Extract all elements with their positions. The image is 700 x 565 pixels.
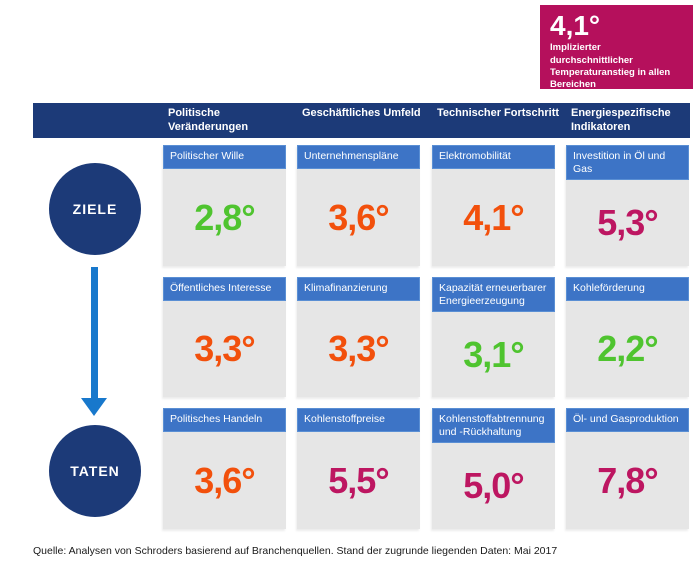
average-temperature-value: 4,1° xyxy=(550,10,601,41)
indicator-label: Unternehmenspläne xyxy=(297,145,420,169)
indicator-label: Öffentliches Interesse xyxy=(163,277,286,301)
temperature-value: 2,8° xyxy=(194,196,255,238)
ziele-label: ZIELE xyxy=(72,201,118,217)
average-temperature-caption: Implizierter durchschnittlicher Temperat… xyxy=(550,42,671,91)
temperature-value: 5,0° xyxy=(463,465,524,507)
indicator-label: Investition in Öl und Gas xyxy=(566,145,689,181)
indicator-card-kohlefoerderung: Kohleförderung 2,2° xyxy=(566,277,689,397)
source-note: Quelle: Analysen von Schroders basierend… xyxy=(33,545,558,557)
temperature-value: 3,3° xyxy=(328,328,389,369)
indicator-label: Klimafinanzierung xyxy=(297,277,420,301)
taten-circle: TATEN xyxy=(49,425,141,517)
temperature-value: 3,6° xyxy=(194,459,255,501)
indicator-label: Kohlenstoffabtrennung und -Rückhaltung xyxy=(432,408,555,444)
temperature-value: 2,2° xyxy=(597,328,658,369)
flow-arrow-head-icon xyxy=(81,398,107,416)
indicator-card-politisches-handeln: Politisches Handeln 3,6° xyxy=(163,408,286,529)
indicator-label: Kohlenstoffpreise xyxy=(297,408,420,432)
column-header-bar xyxy=(33,103,690,138)
ziele-circle: ZIELE xyxy=(49,163,141,255)
indicator-card-politischer-wille: Politischer Wille 2,8° xyxy=(163,145,286,266)
temperature-value: 3,3° xyxy=(194,328,255,369)
column-header-business: Geschäftliches Umfeld xyxy=(302,107,421,119)
column-header-energy: Energiespezifische Indikatoren xyxy=(571,107,671,134)
taten-label: TATEN xyxy=(70,463,120,479)
indicator-label: Politisches Handeln xyxy=(163,408,286,432)
average-temperature-box: 4,1° Implizierter durchschnittlicher Tem… xyxy=(540,5,693,91)
indicator-card-erneuerbare-kapazitaet: Kapazität erneuerbarer Energieerzeugung … xyxy=(432,277,555,397)
flow-arrow-shaft xyxy=(91,267,98,399)
indicator-card-kohlenstoffabtrennung: Kohlenstoffabtrennung und -Rückhaltung 5… xyxy=(432,408,555,529)
temperature-value: 7,8° xyxy=(597,459,658,501)
indicator-label: Kohleförderung xyxy=(566,277,689,301)
indicator-card-klimafinanzierung: Klimafinanzierung 3,3° xyxy=(297,277,420,397)
indicator-card-oeffentliches-interesse: Öffentliches Interesse 3,3° xyxy=(163,277,286,397)
column-header-politics: Politische Veränderungen xyxy=(168,107,249,134)
column-header-technology: Technischer Fortschritt xyxy=(437,107,560,119)
temperature-value: 5,3° xyxy=(597,202,658,244)
temperature-value: 3,6° xyxy=(328,196,389,238)
temperature-value: 4,1° xyxy=(463,196,524,238)
indicator-label: Politischer Wille xyxy=(163,145,286,169)
indicator-card-kohlenstoffpreise: Kohlenstoffpreise 5,5° xyxy=(297,408,420,529)
indicator-label: Öl- und Gasproduktion xyxy=(566,408,689,432)
temperature-value: 5,5° xyxy=(328,459,389,501)
indicator-card-oel-gasproduktion: Öl- und Gasproduktion 7,8° xyxy=(566,408,689,529)
indicator-label: Kapazität erneuerbarer Energieerzeugung xyxy=(432,277,555,313)
indicator-card-unternehmensplaene: Unternehmenspläne 3,6° xyxy=(297,145,420,266)
indicator-card-investition-oel-gas: Investition in Öl und Gas 5,3° xyxy=(566,145,689,266)
indicator-label: Elektromobilität xyxy=(432,145,555,169)
temperature-value: 3,1° xyxy=(463,333,524,375)
indicator-card-elektromobilitaet: Elektromobilität 4,1° xyxy=(432,145,555,266)
